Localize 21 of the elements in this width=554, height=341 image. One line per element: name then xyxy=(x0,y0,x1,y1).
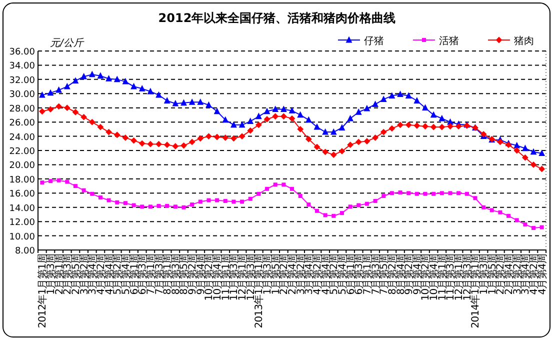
y-tick-label: 36.00 xyxy=(9,48,36,58)
chart-title: 2012年以来全国仔猪、活猪和猪肉价格曲线 xyxy=(158,11,396,25)
y-tick-label: 12.00 xyxy=(9,218,36,228)
y-axis-title: 元/公斤 xyxy=(50,37,84,49)
y-tick-label: 10.00 xyxy=(9,232,36,242)
y-tick-label: 18.00 xyxy=(9,175,36,186)
y-tick-label: 22.00 xyxy=(9,147,36,157)
y-tick-label: 14.00 xyxy=(9,204,36,214)
y-tick-label: 32.00 xyxy=(9,76,36,86)
legend-label: 猪肉 xyxy=(514,35,534,47)
y-tick-label: 26.00 xyxy=(9,118,36,129)
y-tick-label: 20.00 xyxy=(9,161,36,172)
legend-label: 仔猪 xyxy=(364,35,384,47)
y-tick-label: 30.00 xyxy=(9,90,36,100)
y-tick-label: 34.00 xyxy=(9,62,36,72)
y-tick-label: 24.00 xyxy=(9,132,36,143)
x-tick-label: 4月第4周 xyxy=(536,254,548,295)
y-tick-label: 8.00 xyxy=(14,246,36,256)
legend-label: 活猪 xyxy=(439,35,459,47)
y-tick-label: 16.00 xyxy=(9,190,36,200)
y-tick-label: 28.00 xyxy=(9,104,36,114)
